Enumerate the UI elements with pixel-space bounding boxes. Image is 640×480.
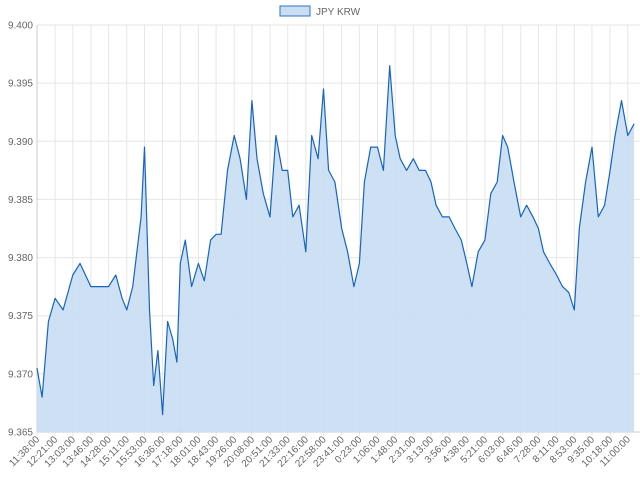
y-tick-label: 9.390 bbox=[8, 137, 33, 148]
series bbox=[36, 65, 635, 432]
legend[interactable]: JPY KRW bbox=[279, 5, 361, 18]
legend-label: JPY KRW bbox=[316, 7, 361, 18]
y-tick-label: 9.385 bbox=[8, 195, 33, 206]
series-area bbox=[37, 65, 635, 432]
y-tick-label: 9.380 bbox=[8, 253, 33, 264]
y-tick-label: 9.370 bbox=[8, 369, 33, 380]
y-tick-label: 9.395 bbox=[8, 79, 33, 90]
y-tick-label: 9.365 bbox=[8, 428, 33, 439]
y-axis: 9.365 9.370 9.375 9.380 9.385 9.390 9.395 9.400 bbox=[8, 21, 33, 439]
legend-swatch bbox=[279, 5, 311, 17]
x-axis: 11:38:0012:21:0013:03:0013:46:0014:28:00… bbox=[7, 434, 633, 470]
series-line bbox=[36, 65, 635, 416]
y-tick-label: 9.400 bbox=[8, 21, 33, 32]
y-tick-label: 9.375 bbox=[8, 311, 33, 322]
